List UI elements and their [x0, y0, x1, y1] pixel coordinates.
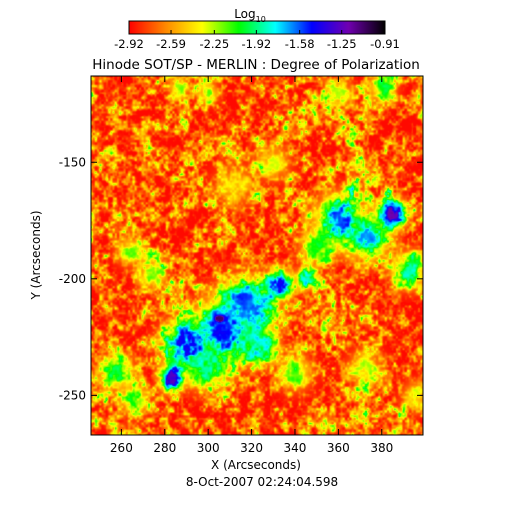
x-axis-label: X (Arcseconds)	[211, 458, 301, 472]
y-tick-label: -150	[59, 155, 86, 169]
colorbar-tick-label: -1.25	[327, 37, 357, 51]
x-tick-label: 320	[240, 441, 263, 455]
y-tick-label: -200	[59, 272, 86, 286]
colorbar-gradient	[128, 20, 386, 35]
colorbar-tick-label: -0.91	[370, 37, 400, 51]
colorbar-ticks: -2.92 -2.59 -2.25 -1.92 -1.58 -1.25 -0.91	[114, 30, 400, 51]
x-tick-label: 360	[327, 441, 350, 455]
y-axis: -150 -200 -250	[59, 155, 423, 402]
x-tick-label: 340	[284, 441, 307, 455]
y-axis-label: Y (Arcseconds)	[29, 210, 43, 300]
x-tick-label: 300	[197, 441, 220, 455]
colorbar-tick-label: -2.25	[199, 37, 229, 51]
timestamp-footer: 8-Oct-2007 02:24:04.598	[186, 475, 338, 489]
colorbar-tick-label: -1.58	[285, 37, 315, 51]
x-tick-label: 280	[153, 441, 176, 455]
colorbar-tick-label: -2.92	[114, 37, 144, 51]
colorbar-label: Log10	[234, 7, 266, 24]
colorbar: Log10 -2.92 -2.59 -2.25 -1.92 -1.58 -1.25 -0.9…	[114, 7, 400, 51]
x-tick-label: 380	[370, 441, 393, 455]
colorbar-tick-label: -1.92	[241, 37, 271, 51]
x-axis: 260 280 300 320 340 360 380	[110, 76, 393, 455]
heatmap-canvas	[91, 76, 423, 435]
plot-area: 260 280 300 320 340 360 380 -150 -200 -250	[59, 75, 424, 455]
plot-frame	[90, 75, 424, 436]
chart-title: Hinode SOT/SP - MERLIN : Degree of Polar…	[92, 57, 420, 73]
colorbar-tick-label: -2.59	[156, 37, 186, 51]
x-tick-label: 260	[110, 441, 133, 455]
y-tick-label: -250	[59, 388, 86, 402]
